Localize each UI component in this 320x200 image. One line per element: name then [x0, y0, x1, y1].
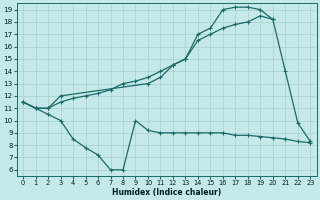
X-axis label: Humidex (Indice chaleur): Humidex (Indice chaleur)	[112, 188, 221, 197]
